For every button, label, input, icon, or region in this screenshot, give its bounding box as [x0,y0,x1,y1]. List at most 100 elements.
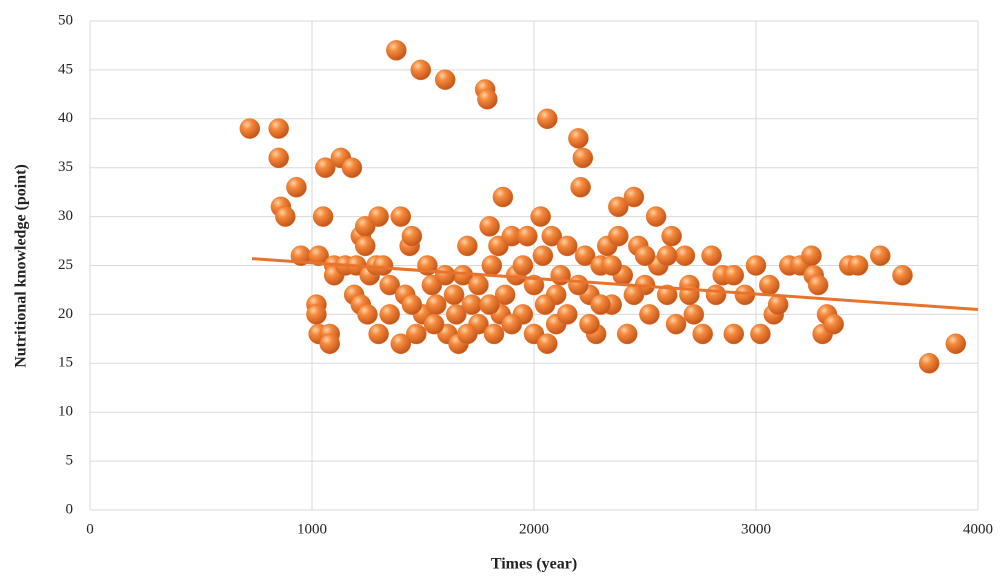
point [355,235,376,257]
point [692,323,713,345]
point [386,40,407,61]
y-tick-label: 45 [58,61,73,77]
point [494,284,516,306]
point [379,274,400,296]
y-axis-title: Nutritional knowledge (point) [13,164,30,368]
y-tick-label: 50 [58,12,73,28]
point [767,294,789,315]
point [683,304,705,325]
point [372,255,394,276]
point [401,225,423,247]
point [306,304,327,325]
point [705,284,727,306]
y-tick-label: 10 [58,404,73,420]
y-tick-label: 40 [58,110,73,126]
point [623,284,645,306]
x-tick-label: 0 [86,521,94,537]
point [239,118,261,139]
point [745,255,767,276]
point [368,323,389,345]
point [410,59,432,81]
point [579,313,600,335]
point [570,177,591,198]
grid: 0 5 10 15 20 25 30 35 40 45 50 0 1000 2000 3000 4000 [58,12,993,537]
point [945,333,967,354]
point [368,206,389,227]
point [530,206,551,227]
point [665,313,687,335]
point [801,245,822,266]
point [661,225,682,247]
point [443,284,465,306]
point [423,313,445,335]
y-tick-label: 25 [58,257,73,273]
point [401,294,423,315]
point [434,69,456,90]
point [312,206,334,227]
x-tick-label: 4000 [963,521,993,537]
point [634,245,656,266]
point [616,323,638,345]
point [406,323,427,345]
point [557,235,578,257]
point [892,265,913,286]
y-tick-label: 35 [58,159,73,175]
x-tick-label: 3000 [741,521,771,537]
point [847,255,869,276]
point [319,333,341,354]
point [537,333,558,354]
point [639,304,660,325]
point [918,353,940,374]
point [315,157,336,178]
y-tick-label: 5 [66,453,74,469]
trend-line [251,257,979,312]
point [701,245,722,266]
marks [239,40,979,374]
point [608,225,629,247]
point [723,265,745,286]
point [286,177,307,198]
y-tick-label: 0 [66,501,74,517]
point [379,304,400,325]
point [434,265,456,286]
point [479,294,500,315]
point [512,255,534,276]
point [390,206,412,227]
x-tick-label: 1000 [297,521,327,537]
point [268,147,289,169]
point [275,206,296,227]
point [446,304,467,325]
point [517,225,538,247]
point [532,245,554,266]
point [601,255,622,276]
point [750,323,771,345]
point [656,284,678,306]
point [477,88,498,110]
point [457,323,478,345]
point [308,245,329,266]
point [492,186,514,208]
point [557,304,578,325]
point [268,118,289,139]
point [870,245,891,266]
point [479,216,500,237]
point [483,323,505,345]
point [807,274,829,296]
point [823,313,844,335]
point [341,157,363,178]
point [590,294,611,315]
point [501,313,523,335]
point [537,108,558,130]
y-tick-label: 15 [58,355,73,371]
point [574,245,596,266]
point [534,294,556,315]
point [759,274,780,296]
point [426,294,447,315]
y-tick-label: 30 [58,208,73,224]
point [568,128,589,149]
point [608,196,629,218]
point [481,255,503,276]
x-tick-label: 2000 [519,521,549,537]
y-tick-label: 20 [58,306,73,322]
